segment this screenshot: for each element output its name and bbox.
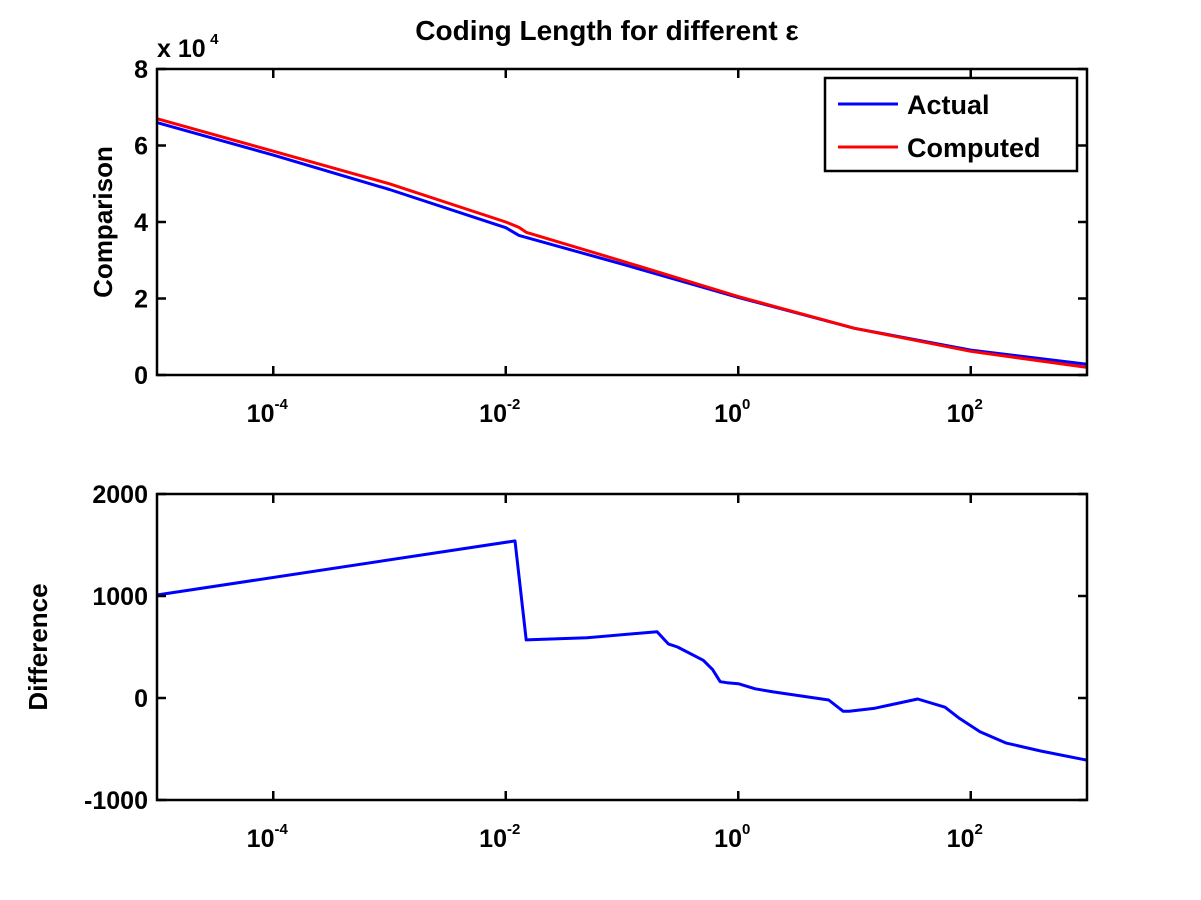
difference-axes-frame (155, 492, 1089, 802)
comparison-x-tick-label: 10-4 (247, 396, 289, 428)
x-tick-exponent: 0 (742, 821, 750, 838)
x-tick-exponent: -2 (507, 396, 520, 413)
comparison-y-tick-label: 4 (134, 209, 148, 237)
x-tick-exponent: 0 (742, 396, 750, 413)
difference-y-ticks: -1000 0 1000 2000 (84, 481, 1087, 815)
x-tick-exponent: -2 (507, 821, 520, 838)
comparison-plot-area (156, 117, 1088, 369)
series-line-difference (156, 539, 1088, 762)
difference-y-axis-label: Difference (23, 583, 53, 710)
difference-y-tick-label: 2000 (92, 481, 148, 509)
x-tick-exponent: -4 (274, 821, 288, 838)
legend-label-actual: Actual (907, 90, 990, 120)
difference-x-tick-label: 10-2 (479, 821, 520, 853)
x-tick-base: 10 (714, 825, 742, 853)
y-multiplier-base: x 10 (157, 35, 206, 63)
x-tick-base: 10 (947, 825, 975, 853)
comparison-y-tick-label: 6 (134, 133, 148, 161)
difference-x-tick-label: 100 (714, 821, 750, 853)
x-tick-base: 10 (714, 400, 742, 428)
difference-x-ticks: 10-4 10-2 100 102 (247, 494, 983, 853)
x-tick-exponent: 2 (974, 821, 982, 838)
difference-y-tick-label: 1000 (92, 583, 148, 611)
legend-label-computed: Computed (907, 133, 1040, 163)
difference-x-tick-label: 10-4 (247, 821, 289, 853)
x-tick-exponent: -4 (274, 396, 288, 413)
comparison-y-ticks: 0 2 4 6 8 (134, 56, 1087, 390)
comparison-chart: Coding Length for different ε 10-4 10-2 10… (88, 15, 1089, 428)
comparison-y-tick-label: 0 (134, 362, 148, 390)
x-tick-base: 10 (479, 400, 507, 428)
y-multiplier-exponent: 4 (210, 31, 219, 48)
x-tick-base: 10 (247, 825, 275, 853)
comparison-x-tick-label: 10-2 (479, 396, 520, 428)
x-tick-exponent: 2 (974, 396, 982, 413)
chart-title: Coding Length for different ε (415, 15, 798, 46)
comparison-y-tick-label: 2 (134, 286, 148, 314)
difference-x-tick-label: 102 (947, 821, 983, 853)
comparison-x-ticks: 10-4 10-2 100 102 (247, 69, 983, 428)
x-tick-base: 10 (479, 825, 507, 853)
legend: Actual Computed (823, 76, 1079, 173)
x-tick-base: 10 (947, 400, 975, 428)
y-multiplier-label: x 10 4 (157, 31, 219, 63)
x-tick-base: 10 (247, 400, 275, 428)
comparison-x-tick-label: 102 (947, 396, 983, 428)
comparison-y-tick-label: 8 (134, 56, 148, 84)
comparison-y-axis-label: Comparison (88, 146, 118, 298)
difference-plot-area (156, 539, 1088, 762)
series-line-computed (156, 117, 1088, 369)
difference-y-tick-label: -1000 (84, 787, 148, 815)
difference-y-tick-label: 0 (134, 685, 148, 713)
legend-box (823, 76, 1079, 173)
comparison-x-tick-label: 100 (714, 396, 750, 428)
